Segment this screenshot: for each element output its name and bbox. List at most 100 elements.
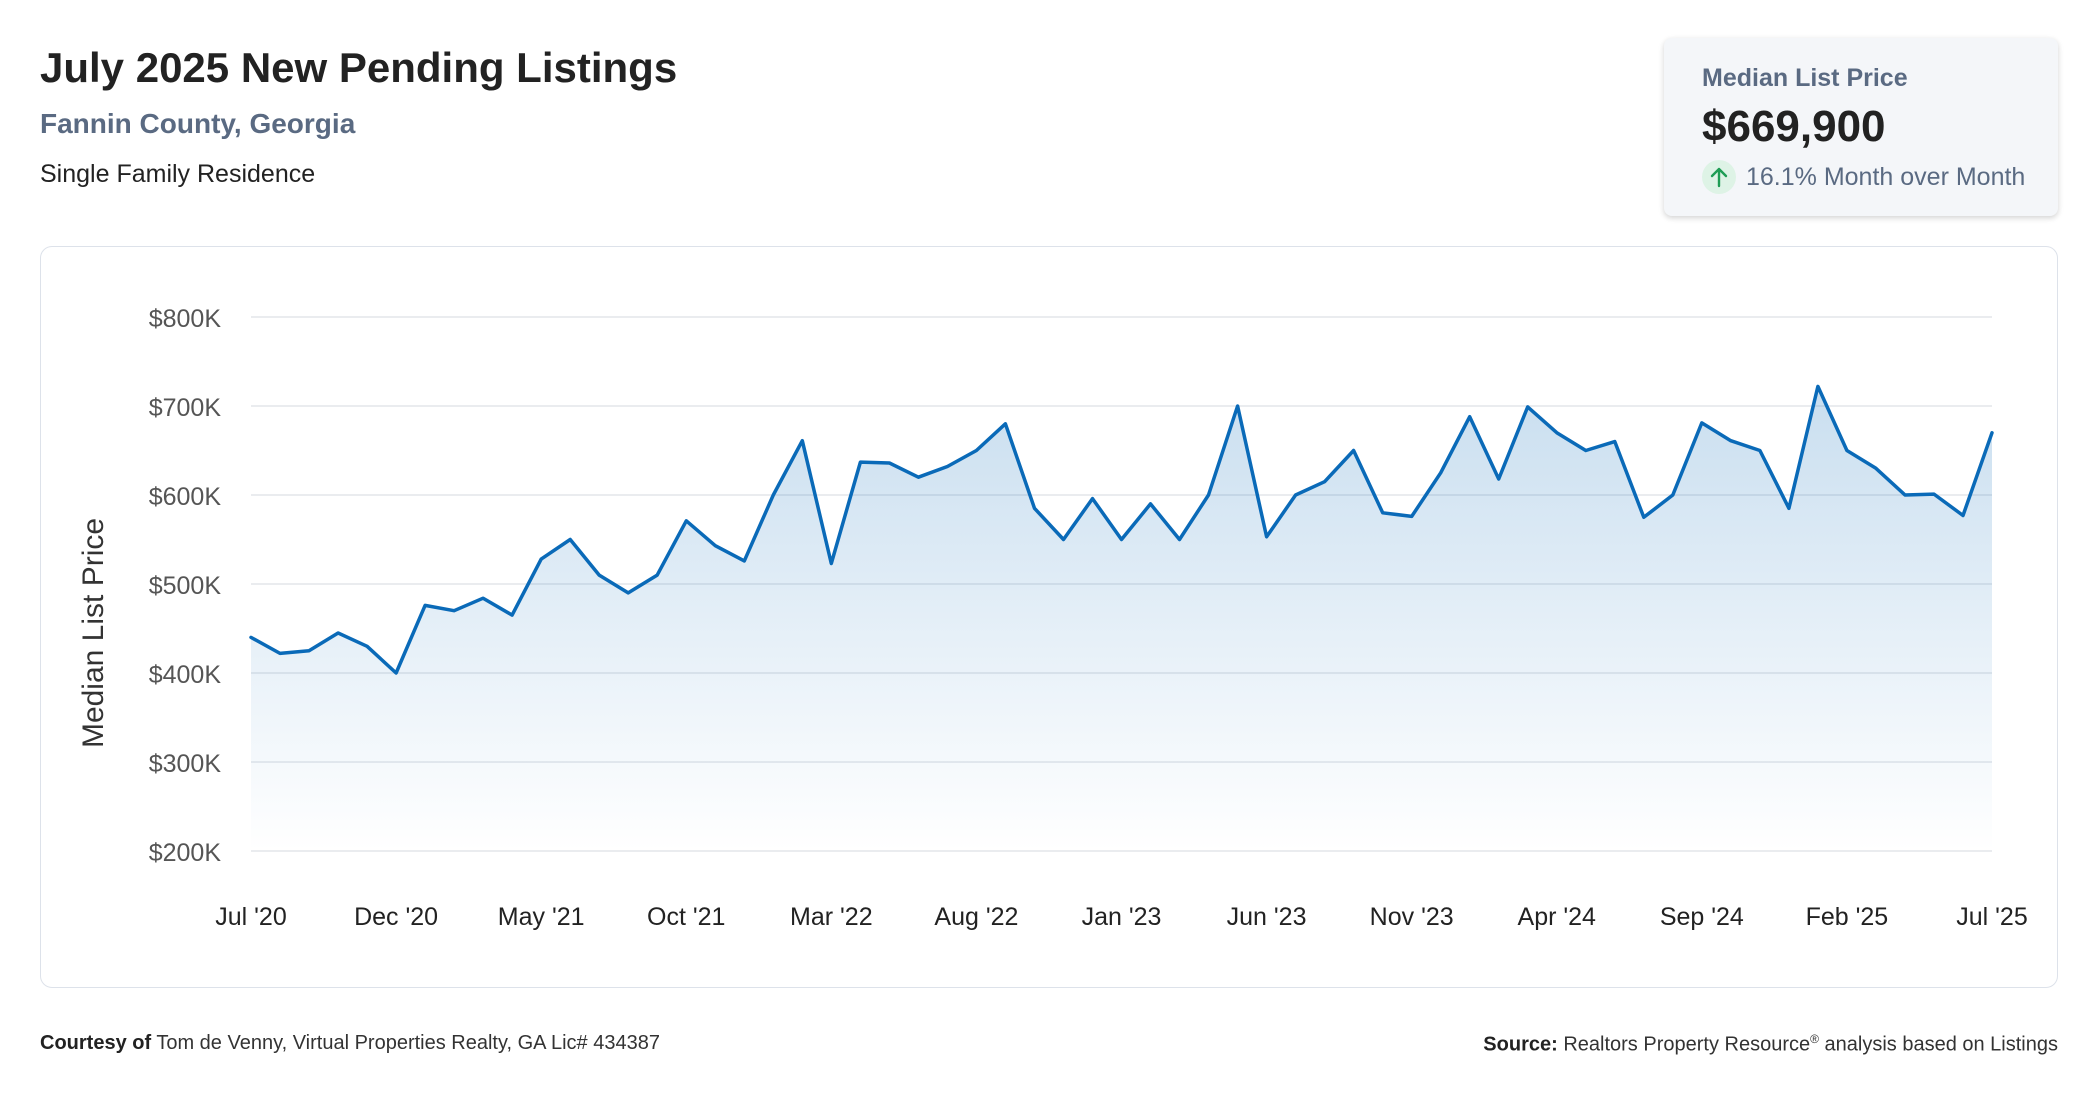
data-point[interactable] [1816, 384, 1820, 388]
kpi-value: $669,900 [1702, 102, 1886, 151]
y-tick-label: $200K [149, 839, 222, 867]
x-tick-label: May '21 [498, 903, 585, 931]
data-point[interactable] [1149, 502, 1153, 506]
y-tick-label: $800K [149, 305, 222, 333]
x-tick-label: Jun '23 [1227, 903, 1307, 931]
y-tick-label: $400K [149, 661, 222, 689]
data-point[interactable] [974, 449, 978, 453]
data-point[interactable] [1120, 538, 1124, 542]
registered-mark: ® [1810, 1032, 1819, 1046]
data-point[interactable] [655, 573, 659, 577]
data-point[interactable] [1642, 515, 1646, 519]
data-point[interactable] [771, 493, 775, 497]
data-point[interactable] [539, 557, 543, 561]
data-point[interactable] [829, 562, 833, 566]
courtesy-label: Courtesy of [40, 1032, 152, 1054]
x-tick-label: Oct '21 [647, 903, 725, 931]
data-point[interactable] [858, 460, 862, 464]
data-point[interactable] [1787, 506, 1791, 510]
courtesy-note: Courtesy of Tom de Venny, Virtual Proper… [40, 1032, 660, 1055]
data-point[interactable] [423, 603, 427, 607]
source-label: Source: [1483, 1033, 1558, 1056]
location-subtitle: Fannin County, Georgia [40, 108, 356, 139]
x-tick-label: Sep '24 [1660, 903, 1744, 931]
data-point[interactable] [626, 591, 630, 595]
data-point[interactable] [1410, 514, 1414, 518]
data-point[interactable] [1584, 449, 1588, 453]
data-point[interactable] [1352, 449, 1356, 453]
property-type-label: Single Family Residence [40, 160, 316, 188]
x-tick-label: Apr '24 [1518, 903, 1597, 931]
data-point[interactable] [1178, 538, 1182, 542]
data-point[interactable] [568, 538, 572, 542]
data-point[interactable] [713, 544, 717, 548]
data-point[interactable] [1990, 431, 1994, 435]
data-point[interactable] [1845, 449, 1849, 453]
data-point[interactable] [336, 631, 340, 635]
y-tick-label: $700K [149, 394, 222, 422]
data-point[interactable] [945, 465, 949, 469]
median-list-price-chart: $200K $300K $400K $500K $600K $700K $800K Jul … [77, 305, 2028, 931]
data-point[interactable] [1526, 405, 1530, 409]
data-point[interactable] [1236, 404, 1240, 408]
data-point[interactable] [800, 439, 804, 443]
data-point[interactable] [1439, 471, 1443, 475]
data-point[interactable] [916, 475, 920, 479]
data-point[interactable] [1323, 480, 1327, 484]
data-point[interactable] [1903, 493, 1907, 497]
data-point[interactable] [684, 519, 688, 523]
data-point[interactable] [278, 651, 282, 655]
data-point[interactable] [394, 671, 398, 675]
data-point[interactable] [1874, 466, 1878, 470]
data-point[interactable] [1032, 506, 1036, 510]
x-tick-label: Nov '23 [1370, 903, 1454, 931]
x-tick-label: Aug '22 [934, 903, 1018, 931]
data-point[interactable] [1294, 493, 1298, 497]
kpi-change: 16.1% Month over Month [1702, 160, 2025, 194]
data-point[interactable] [1932, 492, 1936, 496]
median-price-card: Median List Price $669,900 16.1% Month o… [1664, 38, 2058, 216]
data-point[interactable] [249, 635, 253, 639]
data-point[interactable] [452, 609, 456, 613]
data-point[interactable] [1613, 440, 1617, 444]
y-tick-label: $600K [149, 483, 222, 511]
data-point[interactable] [1758, 449, 1762, 453]
data-point[interactable] [1381, 511, 1385, 515]
x-tick-label: Jul '20 [215, 903, 286, 931]
data-point[interactable] [1729, 439, 1733, 443]
data-point[interactable] [1961, 513, 1965, 517]
data-point[interactable] [597, 573, 601, 577]
data-point[interactable] [742, 559, 746, 563]
data-point[interactable] [1468, 415, 1472, 419]
data-point[interactable] [1700, 421, 1704, 425]
data-point[interactable] [1003, 422, 1007, 426]
series-line [249, 384, 1994, 675]
data-point[interactable] [1265, 535, 1269, 539]
chart-panel: $200K $300K $400K $500K $600K $700K $800K Jul … [40, 246, 2058, 988]
arrow-up-icon [1702, 160, 1736, 194]
x-tick-label: Dec '20 [354, 903, 438, 931]
data-point[interactable] [481, 596, 485, 600]
source-text: Realtors Property Resource [1563, 1033, 1811, 1056]
x-tick-label: Feb '25 [1806, 903, 1889, 931]
data-point[interactable] [365, 644, 369, 648]
data-point[interactable] [510, 613, 514, 617]
data-point[interactable] [1497, 477, 1501, 481]
data-point[interactable] [1671, 493, 1675, 497]
data-point[interactable] [887, 461, 891, 465]
data-point[interactable] [307, 649, 311, 653]
source-suffix: analysis based on Listings [1818, 1033, 2059, 1056]
x-tick-label: Mar '22 [790, 903, 873, 931]
data-point[interactable] [1090, 497, 1094, 501]
source-note: Source: Realtors Property Resource® anal… [1483, 1032, 2058, 1057]
series-area [251, 386, 1992, 851]
data-point[interactable] [1555, 431, 1559, 435]
courtesy-text: Tom de Venny, Virtual Properties Realty,… [156, 1032, 660, 1054]
y-tick-label: $300K [149, 750, 222, 778]
y-axis-label: Median List Price [77, 518, 110, 748]
data-point[interactable] [1207, 493, 1211, 497]
x-tick-label: Jul '25 [1956, 903, 2027, 931]
page-title: July 2025 New Pending Listings [40, 44, 678, 91]
kpi-label: Median List Price [1702, 64, 1908, 92]
data-point[interactable] [1061, 538, 1065, 542]
